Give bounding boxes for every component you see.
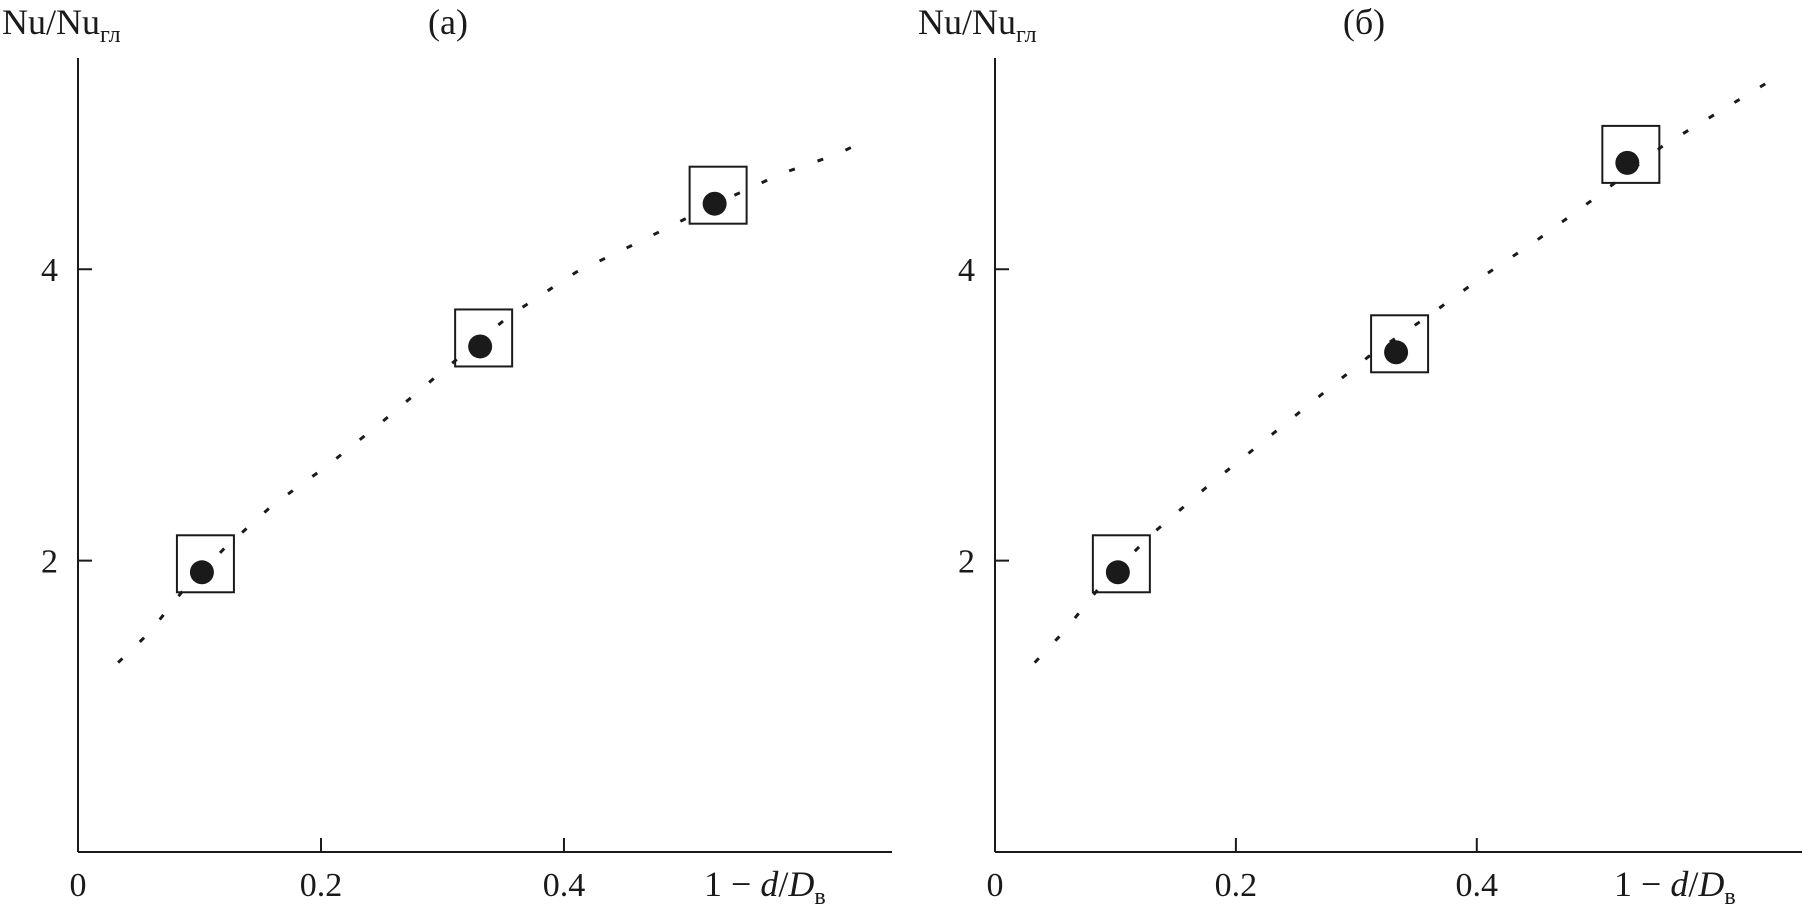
x-axis-label-slash: / — [1688, 864, 1698, 904]
x-axis-label: 1 − d/Dв — [1614, 864, 1736, 910]
y-tick-label: 2 — [41, 544, 58, 581]
y-axis-label-main: Nu/Nu — [918, 2, 1016, 42]
data-point-square — [1091, 534, 1151, 594]
x-tick-label: 0.2 — [300, 867, 343, 904]
y-tick-label: 2 — [958, 544, 975, 581]
data-point-circle — [1105, 560, 1130, 585]
trend-dashed-line — [117, 136, 871, 664]
panel-a: 0 0.2 0.4 2 4 Nu/Nuгл (a) 1 − d/Dв — [2, 2, 892, 910]
trend-dashed-line — [1033, 71, 1785, 664]
x-axis-label-slash: / — [778, 864, 788, 904]
x-axis-label-d: d — [1670, 864, 1689, 904]
x-tick-label: 0.4 — [1456, 867, 1499, 904]
data-point-square — [1370, 314, 1430, 374]
y-axis-label-main: Nu/Nu — [2, 2, 100, 42]
panel-label: (б) — [1343, 2, 1385, 42]
x-axis-label-subscript: в — [814, 884, 825, 910]
data-point-circle — [1615, 150, 1640, 175]
data-point-circle — [702, 191, 727, 216]
data-point-square — [1601, 124, 1661, 184]
data-point-square — [175, 534, 235, 594]
y-tick-label: 4 — [958, 252, 975, 289]
y-axis-label: Nu/Nuгл — [2, 2, 121, 48]
x-axis-label-D: D — [1697, 864, 1724, 904]
data-point-square — [688, 165, 748, 225]
data-point-circle — [189, 560, 214, 585]
x-axis-label-D: D — [787, 864, 814, 904]
y-axis-label-subscript: гл — [1016, 22, 1037, 48]
y-axis-label-subscript: гл — [100, 22, 121, 48]
x-axis-label: 1 − d/Dв — [704, 864, 826, 910]
panel-b: 0 0.2 0.4 2 4 Nu/Nuгл (б) 1 − d/Dв — [918, 2, 1802, 910]
x-tick-label: 0.2 — [1215, 867, 1258, 904]
data-point-circle — [468, 334, 493, 359]
y-axis-label: Nu/Nuгл — [918, 2, 1037, 48]
y-tick-label: 4 — [41, 252, 58, 289]
data-point-square — [454, 308, 514, 368]
x-tick-label: 0.4 — [543, 867, 586, 904]
panel-label: (a) — [428, 2, 468, 42]
x-tick-label: 0 — [70, 867, 87, 904]
x-axis-label-prefix: 1 − — [704, 864, 760, 904]
data-point-circle — [1384, 340, 1409, 365]
x-axis-label-d: d — [760, 864, 779, 904]
x-axis-label-subscript: в — [1724, 884, 1735, 910]
x-axis-label-prefix: 1 − — [1614, 864, 1670, 904]
x-tick-label: 0 — [987, 867, 1004, 904]
